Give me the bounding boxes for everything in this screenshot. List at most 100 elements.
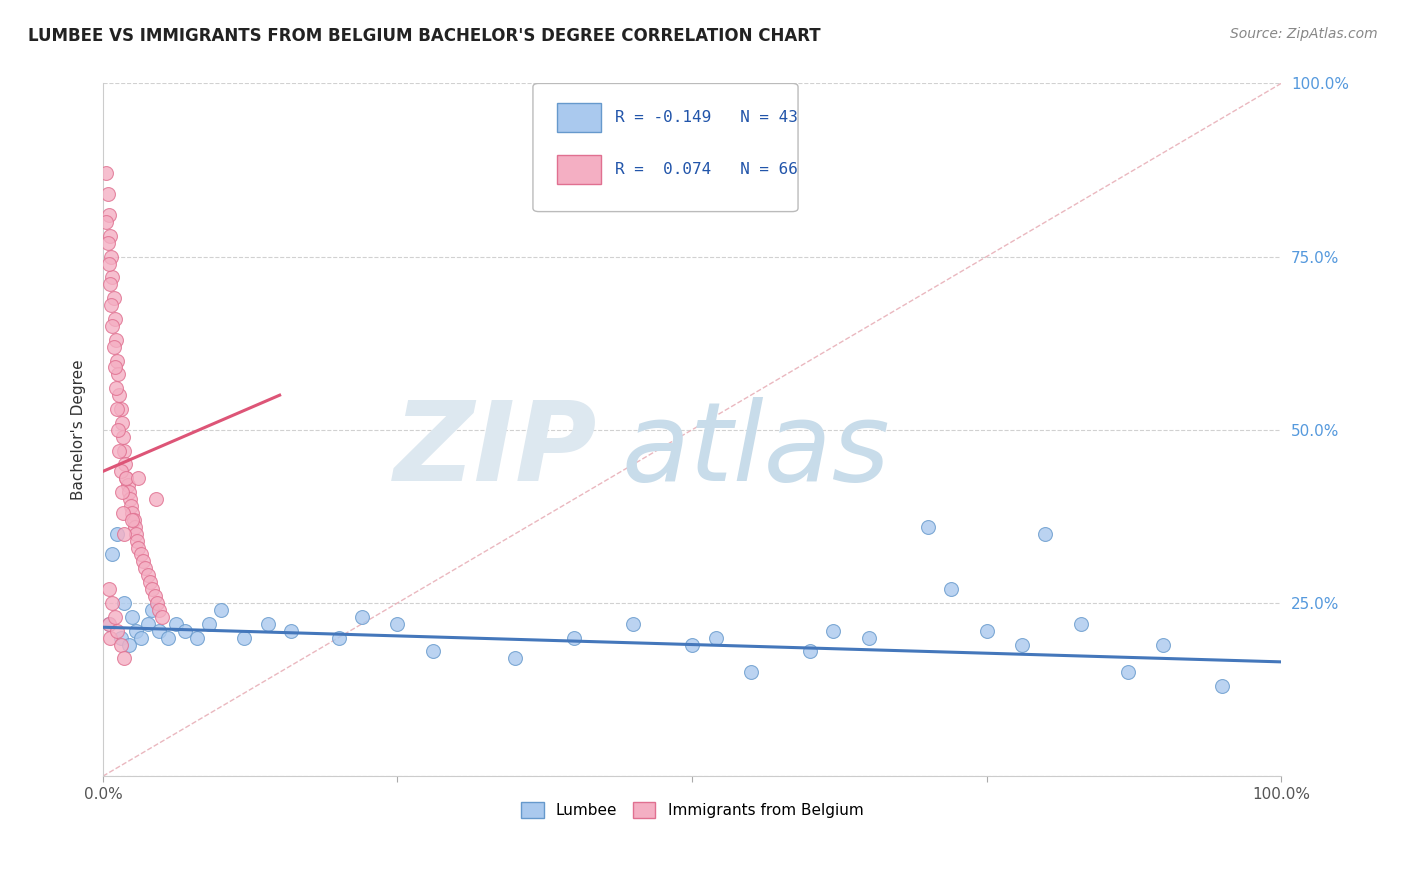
Point [186,631,208,645]
Point [110,631,132,645]
Point [104,312,127,326]
FancyBboxPatch shape [557,103,602,132]
Point [156,631,179,645]
Point [110,638,132,652]
Point [198,616,221,631]
Point [111,485,134,500]
Point [124,520,146,534]
Point [108,443,131,458]
Point [111,506,134,520]
Point [111,430,134,444]
Point [112,443,135,458]
Point [136,616,159,631]
Point [112,651,135,665]
Point [704,631,727,645]
Text: LUMBEE VS IMMIGRANTS FROM BELGIUM BACHELOR'S DEGREE CORRELATION CHART: LUMBEE VS IMMIGRANTS FROM BELGIUM BACHEL… [28,27,821,45]
Point [127,471,149,485]
Point [141,603,163,617]
Point [105,402,128,417]
Point [96,167,118,181]
Point [112,526,135,541]
Point [352,610,374,624]
Point [98,277,121,292]
Point [105,353,128,368]
Point [328,631,350,645]
Point [125,526,148,541]
Point [97,256,120,270]
Point [129,548,152,562]
Point [100,298,122,312]
Point [145,492,167,507]
Point [118,485,141,500]
Point [103,291,125,305]
Text: R = -0.149   N = 43: R = -0.149 N = 43 [616,110,799,125]
Point [101,270,124,285]
Point [125,533,148,548]
Legend: Lumbee, Immigrants from Belgium: Lumbee, Immigrants from Belgium [515,796,869,824]
Point [1116,665,1139,680]
Point [121,506,143,520]
FancyBboxPatch shape [533,84,799,211]
Point [97,187,120,202]
Point [118,492,141,507]
Point [165,616,187,631]
Point [1152,638,1174,652]
Text: atlas: atlas [621,397,890,504]
Point [136,568,159,582]
Point [105,526,128,541]
Point [257,616,280,631]
Point [1070,616,1092,631]
Point [104,381,127,395]
Point [97,235,120,250]
Point [115,471,138,485]
Point [148,624,170,638]
Point [562,631,585,645]
Point [104,610,127,624]
Point [823,624,845,638]
Point [121,513,143,527]
Point [101,596,124,610]
Point [120,499,142,513]
Point [917,520,939,534]
Point [97,208,120,222]
Point [740,665,762,680]
Point [280,624,302,638]
Point [858,631,880,645]
Point [621,616,644,631]
Point [125,624,148,638]
Point [143,589,166,603]
Text: ZIP: ZIP [394,397,598,504]
Point [115,471,138,485]
Point [941,582,963,596]
Point [129,631,152,645]
Point [1211,679,1233,693]
Point [101,548,124,562]
Point [96,215,118,229]
Point [110,464,132,478]
Point [134,561,156,575]
Point [97,582,120,596]
Point [100,250,122,264]
Point [114,458,136,472]
Point [422,644,444,658]
Point [174,624,197,638]
Point [127,541,149,555]
Point [97,616,120,631]
Point [108,388,131,402]
Point [110,402,132,417]
Point [681,638,703,652]
Point [799,644,821,658]
Text: R =  0.074   N = 66: R = 0.074 N = 66 [616,161,799,177]
Point [121,610,143,624]
Point [139,575,162,590]
Point [503,651,526,665]
Point [97,616,120,631]
Point [387,616,409,631]
Point [141,582,163,596]
Point [209,603,232,617]
Y-axis label: Bachelor's Degree: Bachelor's Degree [72,359,86,500]
Point [107,423,129,437]
Point [103,340,125,354]
Point [112,596,135,610]
Point [122,513,145,527]
